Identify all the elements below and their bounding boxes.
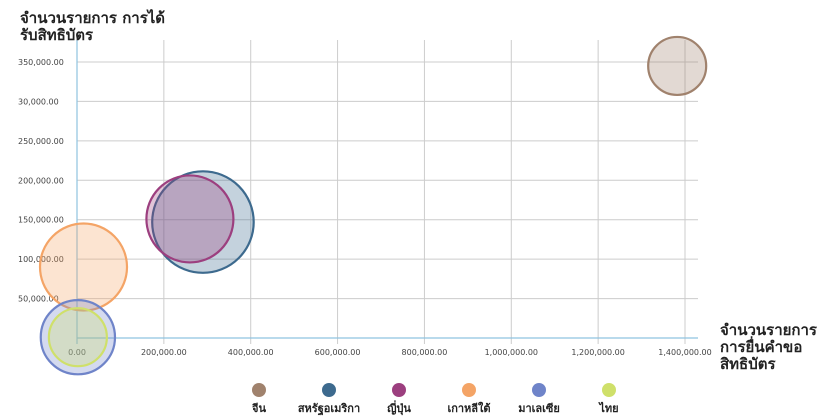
bubble-มาเลเซีย[interactable] — [39, 298, 117, 376]
x-tick-label: 200,000.00 — [141, 348, 187, 357]
x-tick-labels: 0.00 200,000.00 400,000.00 600,000.00 800,00… — [68, 348, 712, 357]
x-tick-label: 1,200,000.00 — [571, 348, 624, 357]
legend-item[interactable]: จีน — [224, 380, 294, 417]
x-axis-title: จำนวนรายการ การยื่นคำขอ สิทธิบัตร — [720, 321, 817, 373]
bubble-เกาหลีใต้[interactable] — [38, 222, 129, 312]
axes — [76, 40, 698, 344]
legend-label: เกาหลีใต้ — [447, 402, 491, 415]
y-tick-label: 250,000.00 — [18, 137, 64, 146]
y-tick-label: 30,000.00 — [18, 97, 59, 106]
legend-swatch — [602, 383, 616, 397]
legend-label: ญี่ปุ่น — [387, 402, 411, 415]
legend-label: สหรัฐอเมริกา — [297, 402, 361, 415]
x-tick-label: 800,000.00 — [402, 348, 448, 357]
legend-label: จีน — [252, 402, 266, 415]
x-tick-label: 1,400,000.00 — [658, 348, 711, 357]
legend-swatch — [252, 383, 266, 397]
legend-item[interactable]: ไทย — [574, 380, 644, 417]
y-tick-label: 50,000.00 — [18, 295, 59, 304]
y-tick-label: 200,000.00 — [18, 176, 64, 185]
x-tick-label: 0.00 — [68, 348, 86, 357]
bubble-ไทย[interactable] — [47, 307, 108, 368]
legend-item[interactable]: ญี่ปุ่น — [364, 380, 434, 417]
legend-swatch — [322, 383, 336, 397]
y-tick-label: 150,000.00 — [18, 216, 64, 225]
legend-label: ไทย — [599, 402, 619, 415]
legend-swatch — [392, 383, 406, 397]
legend-item[interactable]: สหรัฐอเมริกา — [294, 380, 364, 417]
bubble-ญี่ปุ่น[interactable] — [145, 174, 235, 264]
bubbles — [38, 35, 708, 376]
y-axis-title: จำนวนรายการ การได้รับสิทธิบัตร — [20, 9, 166, 44]
grid-lines — [77, 40, 698, 344]
x-tick-label: 1,000,000.00 — [485, 348, 538, 357]
x-tick-label: 400,000.00 — [228, 348, 274, 357]
legend-swatch — [462, 383, 476, 397]
y-tick-label: 350,000.00 — [18, 58, 64, 67]
x-tick-label: 600,000.00 — [315, 348, 361, 357]
bubble-จีน[interactable] — [647, 35, 708, 97]
bubble-chart: 50,000.00100,000.00150,000.00200,000.002… — [18, 35, 712, 376]
legend-item[interactable]: เกาหลีใต้ — [434, 380, 504, 417]
legend: จีน สหรัฐอเมริกา ญี่ปุ่น เกาหลีใต้ มาเลเซีย ไ… — [0, 380, 836, 419]
legend-item[interactable]: มาเลเซีย — [504, 380, 574, 417]
legend-label: มาเลเซีย — [518, 402, 560, 415]
legend-swatch — [532, 383, 546, 397]
